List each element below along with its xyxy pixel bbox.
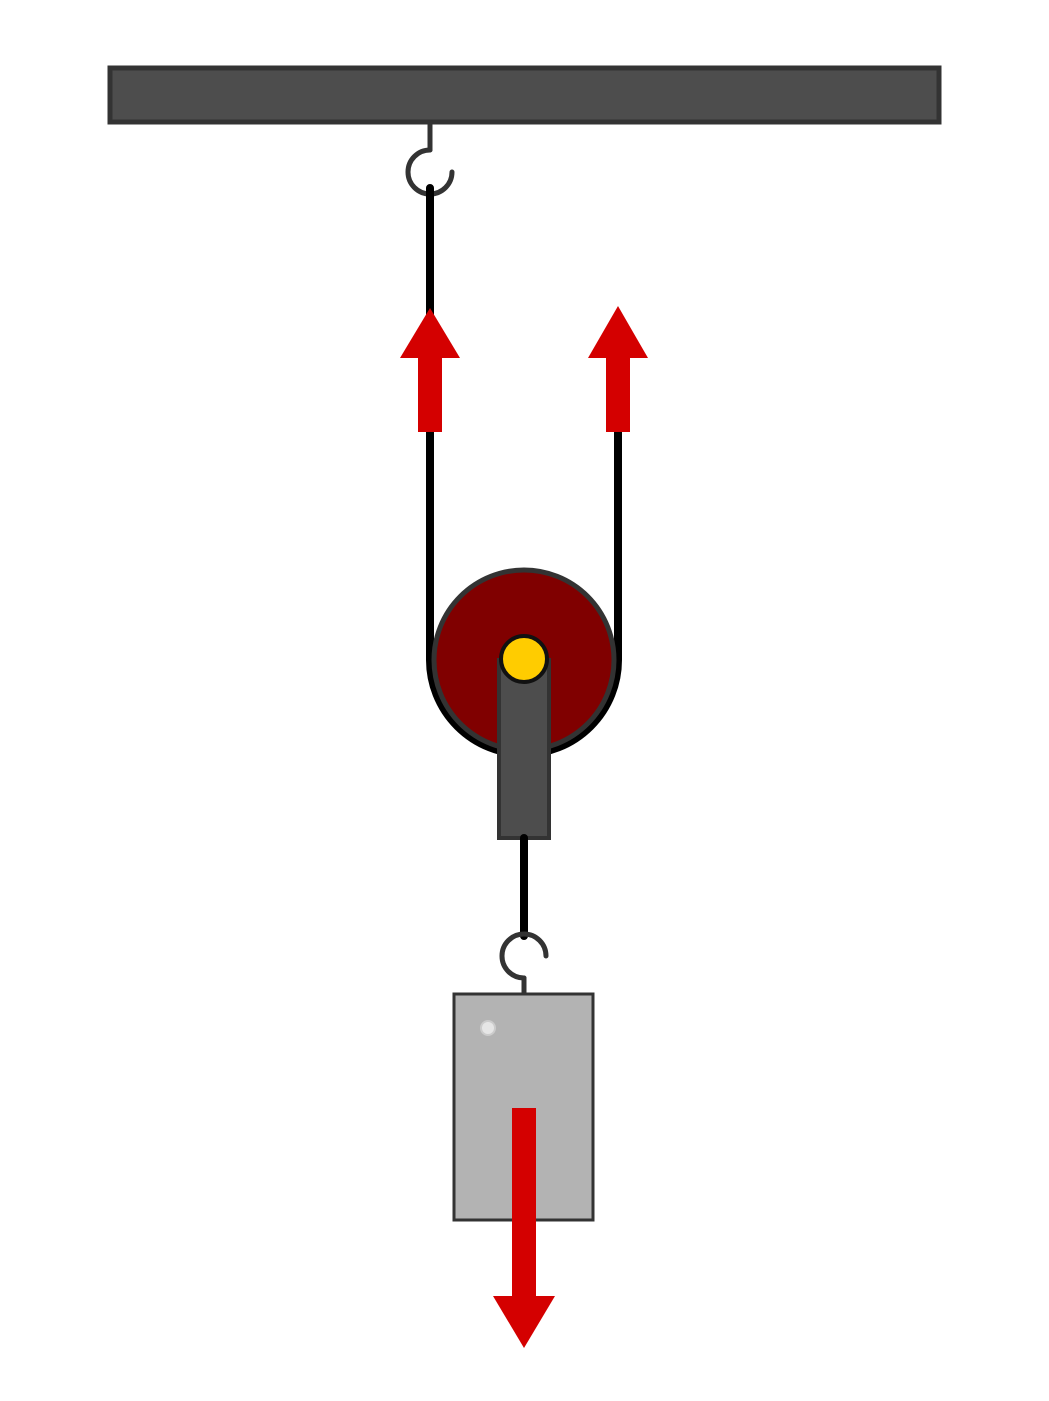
ceiling-beam [107,65,942,125]
load-hook [499,931,549,997]
pulley-bracket [497,658,551,840]
tension-arrow-left [400,308,460,432]
load-block-highlight [480,1020,496,1036]
ceiling-hook [405,119,455,197]
tension-arrow-right [588,306,648,432]
pulley-axle [499,634,549,684]
weight-arrow [493,1108,555,1348]
